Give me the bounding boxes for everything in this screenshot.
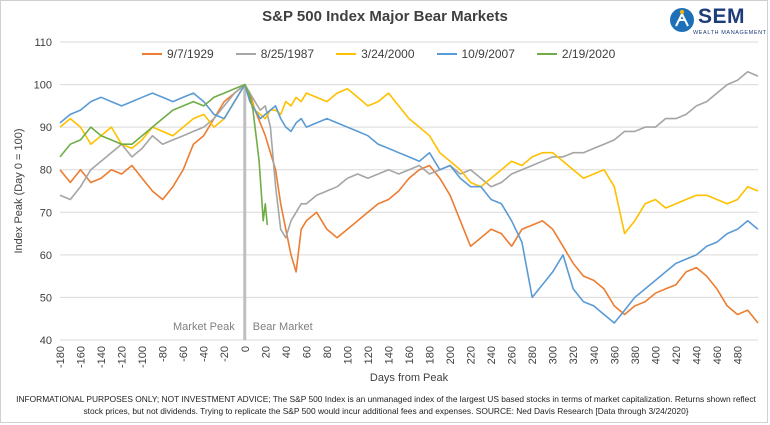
x-tick-label: 440 [691,346,703,364]
legend-item: 2/19/2020 [536,47,616,61]
y-axis-label: Index Peak (Day 0 = 100) [13,128,25,253]
x-tick-label: 280 [527,346,539,364]
legend-item: 3/24/2000 [336,47,415,61]
logo-name: SEM [698,5,746,28]
y-tick-label: 70 [40,207,52,219]
x-tick-label: 180 [425,346,437,364]
x-tick-label: 260 [507,346,519,364]
legend-label: 3/24/2000 [361,47,415,61]
x-tick-label: 380 [630,346,642,364]
legend-swatch [142,53,162,55]
x-tick-label: 420 [671,346,683,364]
y-tick-label: 40 [40,335,52,347]
legend-item: 8/25/1987 [235,47,315,61]
x-tick-label: 80 [322,346,334,358]
x-tick-label: 400 [650,346,662,364]
x-tick-label: 0 [240,346,252,352]
x-tick-label: 480 [732,346,744,364]
x-tick-label: -80 [158,346,170,362]
chart-title: S&P 500 Index Major Bear Markets [262,8,508,25]
legend-swatch [235,53,256,55]
legend-label: 2/19/2020 [561,47,616,61]
legend-item: 10/9/2007 [436,47,515,61]
y-tick-label: 90 [40,122,52,134]
market-peak-label: Market Peak [173,321,235,333]
x-tick-label: 220 [466,346,478,364]
legend-swatch [536,53,557,55]
logo-subtitle: WEALTH MANAGEMENT [693,30,767,36]
x-tick-label: -60 [178,346,190,362]
x-tick-label: -120 [117,346,129,368]
legend-swatch [436,53,457,55]
series-line-9-7-1929 [59,83,759,324]
y-tick-label: 80 [40,165,52,177]
x-tick-label: 100 [342,346,354,364]
legend-item: 9/7/1929 [142,47,214,61]
legend-label: 9/7/1929 [167,47,214,61]
legend-label: 10/9/2007 [461,47,515,61]
x-tick-label: 20 [260,346,272,358]
x-tick-label: 360 [609,346,621,364]
series-line-3-24-2000 [59,83,759,235]
x-tick-label: -40 [199,346,211,362]
x-tick-label: -180 [55,346,67,368]
chart-legend: 9/7/1929 8/25/1987 3/24/2000 10/9/2007 2/19/… [142,47,615,61]
x-tick-label: 460 [712,346,724,364]
y-tick-label: 110 [34,37,52,49]
x-axis-label: Days from Peak [370,372,449,384]
x-tick-label: 60 [301,346,313,358]
x-tick-label: 340 [589,346,601,364]
x-tick-label: 320 [568,346,580,364]
series-line-10-9-2007 [59,83,759,324]
x-tick-label: 120 [363,346,375,364]
x-tick-label: 300 [548,346,560,364]
sem-logo-mark [670,8,694,32]
series-line-8-25-1987 [59,71,759,239]
disclaimer-text: INFORMATIONAL PURPOSES ONLY; NOT INVESTM… [16,394,756,416]
x-tick-label: -20 [219,346,231,362]
x-tick-label: 160 [404,346,416,364]
bear-market-label: Bear Market [253,321,313,333]
y-tick-label: 100 [34,80,52,92]
x-tick-label: 200 [445,346,457,364]
y-tick-label: 50 [40,292,52,304]
x-tick-label: -140 [96,346,108,368]
x-tick-label: -160 [76,346,88,368]
legend-swatch [336,53,357,55]
x-tick-label: 40 [281,346,293,358]
x-tick-label: 140 [383,346,395,364]
legend-label: 8/25/1987 [260,47,315,61]
series-line-2-19-2020 [59,83,269,226]
y-tick-label: 60 [40,250,52,262]
x-tick-label: -100 [137,346,149,368]
x-tick-label: 240 [486,346,498,364]
